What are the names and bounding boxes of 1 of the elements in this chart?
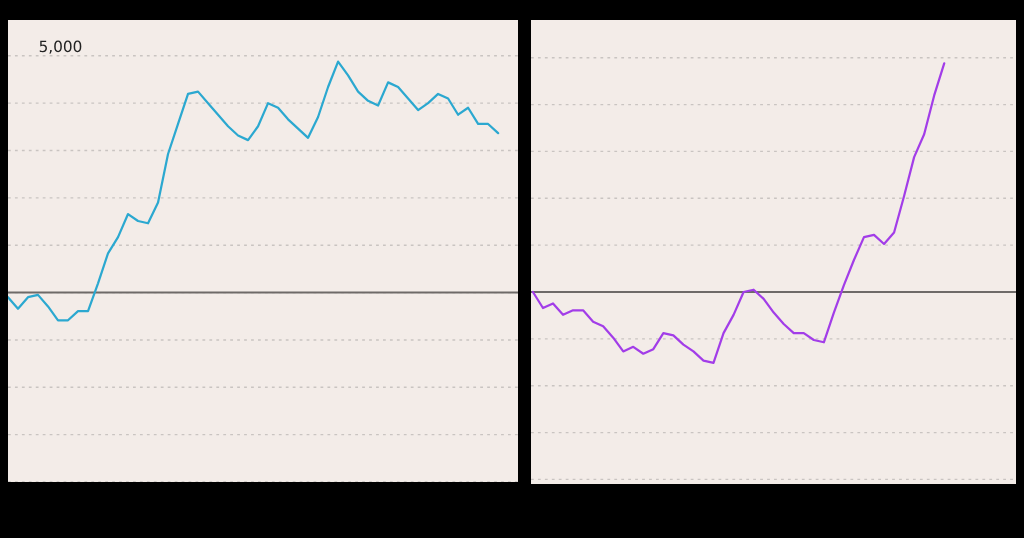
text: 5,000	[39, 40, 82, 54]
